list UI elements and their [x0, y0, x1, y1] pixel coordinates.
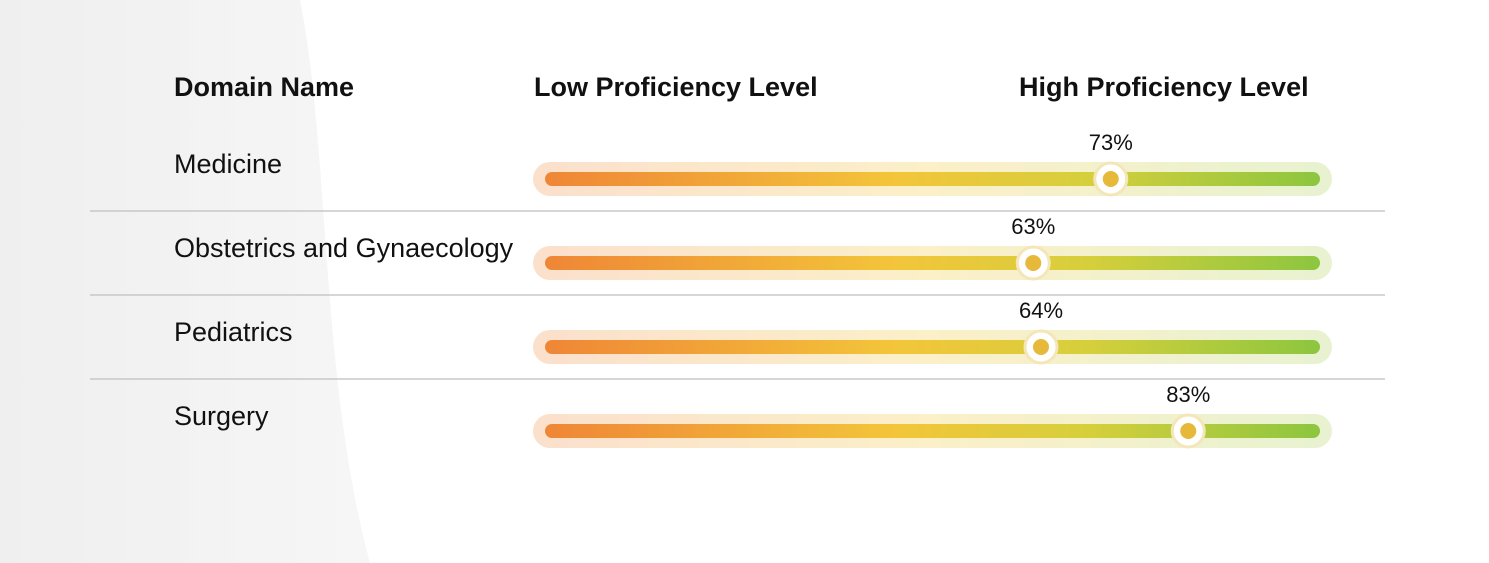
bar-fill [545, 340, 1320, 354]
column-header: Low Proficiency Level [534, 72, 818, 102]
percent-label: 83% [1166, 382, 1210, 407]
proficiency-marker [1023, 329, 1059, 365]
proficiency-marker [1170, 413, 1206, 449]
column-header: Domain Name [174, 72, 354, 102]
background-shape [0, 0, 370, 563]
marker-dot [1180, 423, 1197, 439]
domain-name: Obstetrics and Gynaecology [174, 233, 514, 263]
column-header: High Proficiency Level [1019, 72, 1309, 102]
percent-label: 73% [1089, 130, 1133, 155]
marker-dot [1025, 255, 1042, 271]
percent-label: 64% [1019, 298, 1063, 323]
domain-name: Surgery [174, 401, 269, 431]
bar-fill [545, 256, 1320, 270]
marker-dot [1102, 171, 1119, 187]
proficiency-marker [1093, 161, 1129, 197]
domain-name: Medicine [174, 149, 282, 179]
rows: Medicine 73% Obstetrics and Gynaecology 63%… [90, 130, 1385, 449]
proficiency-marker [1015, 245, 1051, 281]
marker-dot [1033, 339, 1049, 355]
bar-fill [545, 172, 1320, 186]
domain-name: Pediatrics [174, 317, 293, 347]
bar-fill [545, 424, 1320, 438]
percent-label: 63% [1011, 214, 1055, 239]
